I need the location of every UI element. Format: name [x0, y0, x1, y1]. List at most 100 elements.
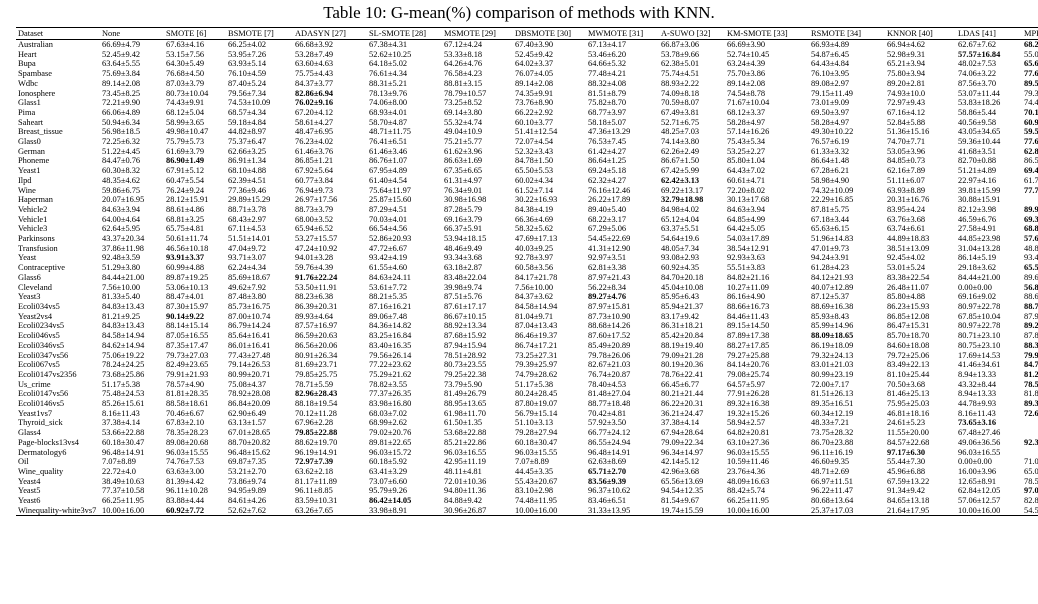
gmean-value-cell: 88.69±16.38 [811, 301, 854, 311]
gmean-value-cell: 63.18±2.87 [444, 263, 483, 273]
gmean-value-cell: 54.03±17.89 [727, 234, 770, 244]
gmean-value-cell: 41.68±3.51 [958, 146, 997, 156]
dataset-name-cell: Australian [18, 40, 53, 49]
gmean-value-cell: 74.43±9.91 [166, 98, 205, 108]
gmean-value-cell: 53.21±2.70 [228, 466, 267, 476]
gmean-value-cell: 33.98±8.91 [367, 505, 442, 517]
table-row: Wine_quality 22.72±4.0 63.63±3.00 53.21±2.7… [16, 467, 1038, 477]
gmean-value-cell: 45.96±6.88 [887, 466, 926, 476]
gmean-value-cell: 96.11±10.28 [166, 486, 208, 496]
gmean-value-cell: 68.43±2.97 [228, 214, 267, 224]
gmean-value-cell: 62.67±7.62 [958, 40, 997, 49]
gmean-value-cell: 96.03±16.55 [444, 447, 487, 457]
gmean-value-cell: 67.13±4.17 [588, 40, 627, 49]
gmean-value-cell: 79.09±21.28 [661, 350, 704, 360]
gmean-value-cell: 11.55±20.00 [887, 428, 929, 438]
dataset-name-cell: Dermatology6 [18, 447, 67, 457]
gmean-value-cell: 77.91±26.28 [727, 389, 770, 399]
column-header: MSMOTE [29] [442, 27, 513, 40]
gmean-value-cell: 56.79±15.14 [515, 408, 558, 418]
table-row: Contraceptive 51.29±3.80 60.99±4.88 62.24±4… [16, 263, 1038, 273]
gmean-value-cell: 57.60±26.62 [1024, 234, 1038, 244]
gmean-value-cell: 43.32±8.44 [958, 379, 997, 389]
gmean-value-cell: 78.50±11.51 [1024, 476, 1038, 486]
gmean-value-cell: 75.37±6.47 [228, 137, 267, 147]
table-row: Yeast4 38.49±10.63 81.39±4.42 73.86±9.74 81.… [16, 477, 1038, 487]
gmean-value-cell: 46.60±9.35 [811, 457, 850, 467]
table-row: Ecoli0234vs5 84.83±13.43 88.14±15.14 86.79±… [16, 321, 1038, 331]
gmean-value-cell: 77.66±3.52 [1024, 69, 1038, 79]
gmean-value-cell: 87.16±16.21 [369, 301, 412, 311]
gmean-value-cell: 63.60±4.63 [295, 59, 334, 69]
gmean-value-cell: 80.97±22.78 [958, 321, 1001, 331]
gmean-value-cell: 88.21±5.35 [369, 292, 408, 302]
gmean-value-cell: 79.08±25.74 [727, 369, 770, 379]
gmean-value-cell: 70.50±3.68 [887, 379, 926, 389]
gmean-value-cell: 87.28±5.79 [444, 204, 483, 214]
gmean-value-cell: 82.49±23.65 [166, 360, 209, 370]
gmean-value-cell: 86.39±20.31 [295, 301, 338, 311]
gmean-value-cell: 64.42±5.05 [727, 224, 766, 234]
table-row: German 51.22±4.45 61.69±3.79 62.66±3.25 61.4… [16, 147, 1038, 157]
gmean-value-cell: 69.16±3.79 [444, 214, 483, 224]
gmean-value-cell: 74.70±7.71 [887, 137, 926, 147]
gmean-value-cell: 93.91±3.37 [166, 253, 205, 263]
gmean-value-cell: 64.57±5.97 [727, 379, 766, 389]
gmean-value-cell: 57.57±16.84 [958, 49, 1001, 59]
gmean-value-cell: 29.18±3.62 [958, 263, 997, 273]
gmean-value-cell: 59.76±4.39 [295, 263, 334, 273]
dataset-name-cell: Glass4 [18, 428, 41, 438]
gmean-value-cell: 38.51±13.09 [887, 243, 930, 253]
gmean-value-cell: 55.32±4.74 [444, 117, 483, 127]
dataset-name-cell: Yeast1 [18, 166, 41, 176]
gmean-value-cell: 58.70±4.87 [369, 117, 408, 127]
dataset-name-cell: Vehicle3 [18, 224, 48, 234]
gmean-value-cell: 79.37±10.63 [1024, 88, 1038, 98]
gmean-value-cell: 47.72±6.67 [369, 243, 408, 253]
gmean-value-cell: 52.32±3.43 [515, 146, 554, 156]
gmean-value-cell: 83.56±9.39 [588, 476, 627, 486]
gmean-value-cell: 82.70±0.88 [958, 156, 997, 166]
gmean-value-cell: 87.35±17.47 [166, 340, 209, 350]
gmean-value-cell: 75.48±24.53 [102, 389, 145, 399]
gmean-value-cell: 54.87±6.45 [811, 49, 850, 59]
gmean-value-cell: 52.84±5.88 [887, 117, 926, 127]
gmean-value-cell: 53.66±22.88 [102, 428, 145, 438]
dataset-name-cell: Pima [18, 107, 36, 117]
gmean-value-cell: 68.12±3.37 [727, 107, 766, 117]
gmean-value-cell: 66.06±4.89 [102, 107, 141, 117]
gmean-value-cell: 19.74±15.59 [659, 505, 725, 517]
gmean-value-cell: 86.90±1.49 [166, 156, 205, 166]
gmean-value-cell: 62.90±6.49 [228, 408, 267, 418]
gmean-value-cell: 53.50±11.91 [295, 282, 337, 292]
gmean-value-cell: 37.38±4.14 [661, 418, 700, 428]
table-row: Phoneme 84.47±0.76 86.90±1.49 86.91±1.34 86.… [16, 156, 1038, 166]
gmean-value-cell: 58.99±3.65 [166, 117, 205, 127]
gmean-value-cell: 78.82±3.55 [369, 379, 408, 389]
table-row: Yeast 92.48±3.59 93.91±3.37 93.71±3.07 94.01… [16, 253, 1038, 263]
gmean-value-cell: 66.77±24.12 [588, 428, 631, 438]
gmean-value-cell: 85.99±14.96 [811, 321, 854, 331]
gmean-value-cell: 49.06±36.56 [958, 437, 1001, 447]
gmean-value-cell: 63.64±5.55 [102, 59, 141, 69]
gmean-value-cell: 57.06±12.57 [958, 496, 1001, 506]
gmean-value-cell: 46.56±10.18 [166, 243, 209, 253]
gmean-value-cell: 81.04±9.71 [515, 311, 554, 321]
gmean-value-cell: 75.80±3.94 [887, 69, 926, 79]
gmean-value-cell: 76.41±6.51 [369, 137, 408, 147]
gmean-value-cell: 69.87±7.35 [228, 457, 267, 467]
gmean-value-cell: 74.32±10.09 [811, 185, 854, 195]
gmean-value-cell: 79.56±7.34 [228, 88, 267, 98]
gmean-value-cell: 47.36±13.29 [588, 127, 631, 137]
table-row: Yeast1 60.30±8.32 67.91±5.12 68.10±4.88 67.9… [16, 166, 1038, 176]
dataset-name-cell: Yeast6 [18, 496, 41, 506]
gmean-value-cell: 53.06±10.13 [166, 282, 209, 292]
gmean-value-cell: 25.87±15.60 [369, 195, 412, 205]
gmean-value-cell: 52.45±9.42 [102, 49, 141, 59]
table-row: Breast_tissue 56.98±18.5 49.98±10.47 44.82±… [16, 127, 1038, 137]
gmean-value-cell: 58.28±4.97 [811, 117, 850, 127]
gmean-value-cell: 53.78±9.66 [661, 49, 700, 59]
dataset-name-cell: Thyroid_sick [18, 418, 63, 428]
gmean-value-cell: 42.95±11.19 [444, 457, 486, 467]
gmean-value-cell: 77.36±9.46 [228, 185, 267, 195]
